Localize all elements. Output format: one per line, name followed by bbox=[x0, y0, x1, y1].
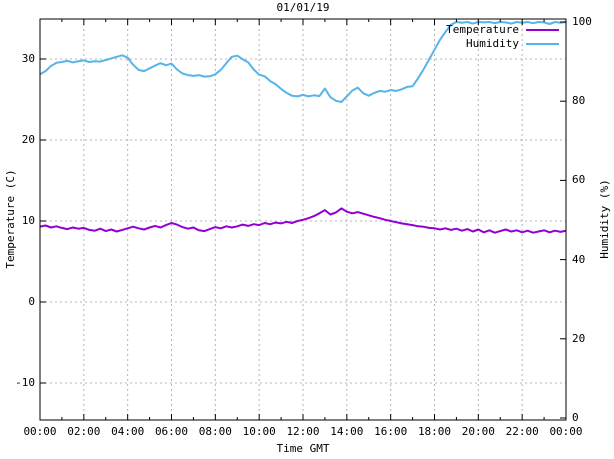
x-tick-label: 18:00 bbox=[417, 425, 452, 438]
x-tick-label: 10:00 bbox=[242, 425, 276, 438]
chart-title: 01/01/19 bbox=[276, 1, 330, 14]
humidity-line-sample bbox=[526, 43, 559, 45]
y-right-tick-label: 40 bbox=[572, 252, 586, 266]
y-right-tick-label: 100 bbox=[572, 15, 592, 28]
legend: Temperature Humidity bbox=[380, 24, 560, 50]
y-left-tick-label: 0 bbox=[28, 295, 35, 308]
x-tick-label: 14:00 bbox=[330, 425, 364, 438]
y-left-tick-label: -10 bbox=[15, 376, 35, 389]
y-right-tick-label: 60 bbox=[572, 173, 586, 187]
legend-item-temperature: Temperature bbox=[380, 24, 560, 36]
legend-label-temperature: Temperature bbox=[446, 23, 519, 36]
x-tick-label: 12:00 bbox=[286, 425, 320, 438]
x-tick-label: 00:00 bbox=[549, 425, 583, 438]
x-tick-label: 06:00 bbox=[154, 425, 189, 438]
x-tick-label: 16:00 bbox=[374, 425, 408, 438]
legend-label-humidity: Humidity bbox=[466, 37, 519, 50]
y-right-tick-label: 80 bbox=[572, 94, 586, 108]
x-tick-label: 20:00 bbox=[461, 425, 495, 438]
x-tick-label: 00:00 bbox=[23, 425, 57, 438]
x-tick-label: 02:00 bbox=[67, 425, 101, 438]
y-right-tick-label: 20 bbox=[572, 331, 586, 345]
y-axis-label-humidity: Humidity (%) bbox=[598, 179, 611, 259]
y-right-tick-label: 0 bbox=[572, 411, 579, 424]
x-tick-label: 04:00 bbox=[111, 425, 145, 438]
temperature-line-sample bbox=[526, 29, 559, 31]
y-left-tick-label: 20 bbox=[21, 133, 35, 146]
y-left-tick-label: 30 bbox=[21, 52, 35, 65]
y-left-tick-label: 10 bbox=[21, 214, 35, 227]
x-tick-label: 08:00 bbox=[198, 425, 232, 438]
x-tick-label: 22:00 bbox=[505, 425, 539, 438]
legend-item-humidity: Humidity bbox=[380, 38, 560, 50]
temperature-line bbox=[40, 207, 566, 234]
x-axis-label: Time GMT bbox=[276, 442, 330, 455]
